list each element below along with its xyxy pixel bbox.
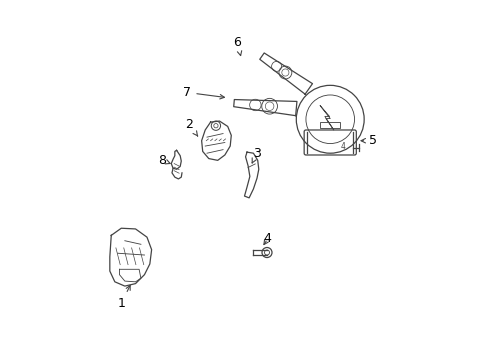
Text: 4: 4 [263, 233, 271, 246]
Text: 8: 8 [158, 154, 170, 167]
Text: 7: 7 [183, 86, 224, 99]
Text: 5: 5 [360, 134, 376, 147]
Text: 2: 2 [185, 118, 197, 136]
Bar [320, 122, 339, 128]
Text: 4: 4 [340, 141, 345, 150]
Text: 3: 3 [252, 147, 261, 163]
Text: 6: 6 [233, 36, 241, 55]
Text: 1: 1 [117, 285, 130, 310]
